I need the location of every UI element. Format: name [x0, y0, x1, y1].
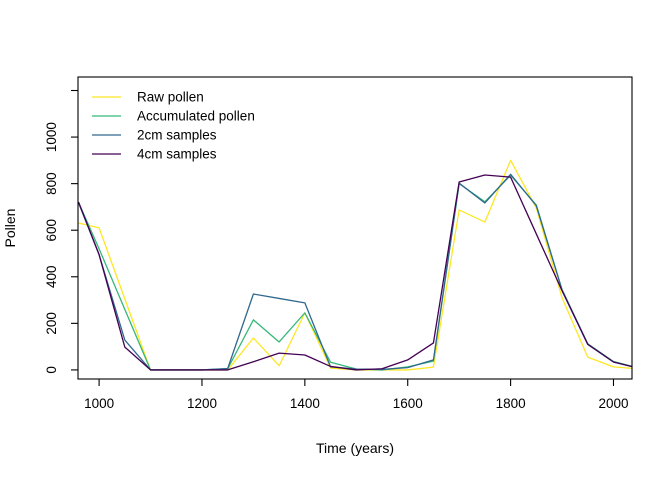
x-tick-label: 1200 [187, 396, 217, 411]
x-tick-label: 2000 [598, 396, 628, 411]
plot-border [77, 76, 633, 380]
legend-item-2cm-samples: 2cm samples [92, 128, 217, 143]
legend-label: 2cm samples [137, 128, 217, 143]
x-tick-label: 1000 [84, 396, 114, 411]
y-tick-label: 800 [44, 172, 59, 195]
x-tick-label: 1400 [290, 396, 320, 411]
y-tick-label: 200 [44, 312, 59, 335]
series-line-2cm-samples [78, 173, 632, 371]
y-tick-label: 400 [44, 266, 59, 289]
y-axis-title: Pollen [2, 209, 18, 248]
series-line-4cm-samples [78, 174, 632, 371]
x-tick-label: 1600 [393, 396, 423, 411]
x-axis-title: Time (years) [316, 440, 394, 456]
y-tick-label: 0 [44, 366, 59, 374]
legend-item-accumulated-pollen: Accumulated pollen [92, 109, 255, 124]
legend-label: Raw pollen [137, 90, 204, 105]
legend: Raw pollen Accumulated pollen 2cm samples 4… [92, 90, 255, 162]
y-tick-label: 1000 [44, 122, 59, 152]
legend-item-raw-pollen: Raw pollen [92, 90, 204, 105]
x-axis: 1000 1200 1400 1600 1800 2000 [84, 379, 629, 411]
series-line-accumulated-pollen [78, 174, 632, 371]
legend-item-4cm-samples: 4cm samples [92, 147, 217, 162]
legend-label: Accumulated pollen [137, 109, 255, 124]
series-lines [78, 159, 632, 371]
y-tick-label: 600 [44, 219, 59, 242]
x-tick-label: 1800 [496, 396, 526, 411]
y-axis: 0 200 400 600 800 1000 [44, 89, 78, 374]
legend-label: 4cm samples [137, 147, 217, 162]
